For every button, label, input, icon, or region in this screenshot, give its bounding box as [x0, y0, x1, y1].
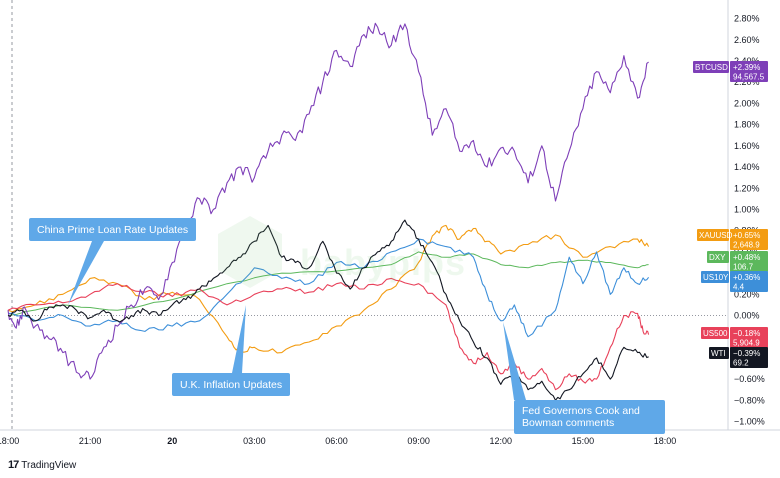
price-tag-symbol: US500 [703, 329, 728, 338]
y-tick-label: 1.60% [734, 141, 760, 151]
x-tick-label: 03:00 [243, 436, 266, 446]
price-tag-us500: US500 −0.18%5,904.9 [701, 327, 768, 348]
price-tag-symbol: WTI [711, 349, 726, 358]
brand-name: TradingView [21, 459, 77, 471]
series-line-xauusd [7, 224, 650, 354]
series-line-us500 [7, 277, 650, 391]
annotation-china-prime-loan: China Prime Loan Rate Updates [29, 218, 197, 241]
watermark-text: babypips [300, 242, 467, 283]
x-tick-label: 09:00 [407, 436, 430, 446]
price-tag-us10y: US10Y +0.36%4.4 [701, 271, 768, 292]
x-tick-label: 20 [167, 436, 177, 446]
y-tick-label: 1.00% [734, 204, 760, 214]
tradingview-logo-icon: 17 [8, 459, 19, 471]
price-tag-change: −0.39% [733, 349, 760, 358]
series-line-btcusd [7, 22, 649, 380]
y-tick-label: 2.60% [734, 35, 760, 45]
x-tick-label: 15:00 [572, 436, 595, 446]
x-tick-label: 12:00 [489, 436, 512, 446]
y-tick-label: 1.40% [734, 162, 760, 172]
price-tag-dxy: DXY +0.48%106.7 [707, 251, 768, 272]
annotation-uk-inflation: U.K. Inflation Updates [172, 373, 291, 396]
price-tag-change: −0.18% [733, 329, 760, 338]
y-tick-label: −0.80% [734, 395, 765, 405]
series-line-dxy [7, 251, 649, 316]
series-line-wti [7, 219, 649, 401]
price-tag-symbol: XAUUSD [699, 231, 733, 240]
price-tag-change: +2.39% [733, 63, 760, 72]
callout-pointers [68, 241, 526, 400]
y-tick-label: −1.00% [734, 417, 765, 427]
price-tag-symbol: US10Y [703, 273, 729, 282]
series-line-us10y [8, 238, 650, 338]
price-tag-last: 2,648.9 [733, 241, 760, 250]
y-tick-label: 1.20% [734, 183, 760, 193]
price-tag-change: +0.48% [733, 253, 760, 262]
price-tag-last: 106.7 [733, 263, 754, 272]
price-tag-change: +0.36% [733, 273, 760, 282]
y-tick-label: 2.80% [734, 14, 760, 24]
x-tick-label: 06:00 [325, 436, 348, 446]
callout-pointer-fed [503, 322, 526, 400]
y-tick-label: 1.80% [734, 120, 760, 130]
callout-pointer-uk [232, 305, 246, 373]
price-tag-xauusd: XAUUSD +0.65%2,648.9 [697, 229, 768, 250]
y-tick-label: −0.60% [734, 374, 765, 384]
annotation-fed-governors-text: Fed Governors Cook and Bowman comments [522, 405, 640, 429]
price-tag-symbol: DXY [709, 253, 726, 262]
y-tick-label: 2.00% [734, 98, 760, 108]
price-tag-last: 4.4 [733, 283, 745, 292]
price-tag-symbol: BTCUSD [695, 63, 728, 72]
price-tag-change: +0.65% [733, 231, 760, 240]
y-tick-label: 2.20% [734, 77, 760, 87]
x-tick-label: 18:00 [654, 436, 677, 446]
series-lines [7, 22, 650, 401]
annotation-fed-governors: Fed Governors Cook and Bowman comments [514, 400, 665, 434]
watermark-logo-icon [218, 216, 282, 288]
callout-pointer-china [68, 241, 104, 305]
x-tick-label: 21:00 [79, 436, 102, 446]
price-tag-last: 94,567.5 [733, 73, 765, 82]
tradingview-brand: 17 TradingView [8, 459, 76, 471]
y-tick-label: 0.20% [734, 289, 760, 299]
price-tag-last: 5,904.9 [733, 339, 760, 348]
x-tick-label: 18:00 [0, 436, 19, 446]
x-axis: 18:00 21:00 20 03:00 06:00 09:00 12:00 15:00 18:… [0, 436, 676, 446]
y-tick-label: 0.00% [734, 310, 760, 320]
price-tag-last: 69.2 [733, 359, 749, 368]
chart-frame [0, 0, 780, 431]
price-tag-btcusd: BTCUSD +2.39%94,567.5 [693, 61, 768, 82]
price-tag-wti: WTI −0.39%69.2 [709, 347, 768, 368]
